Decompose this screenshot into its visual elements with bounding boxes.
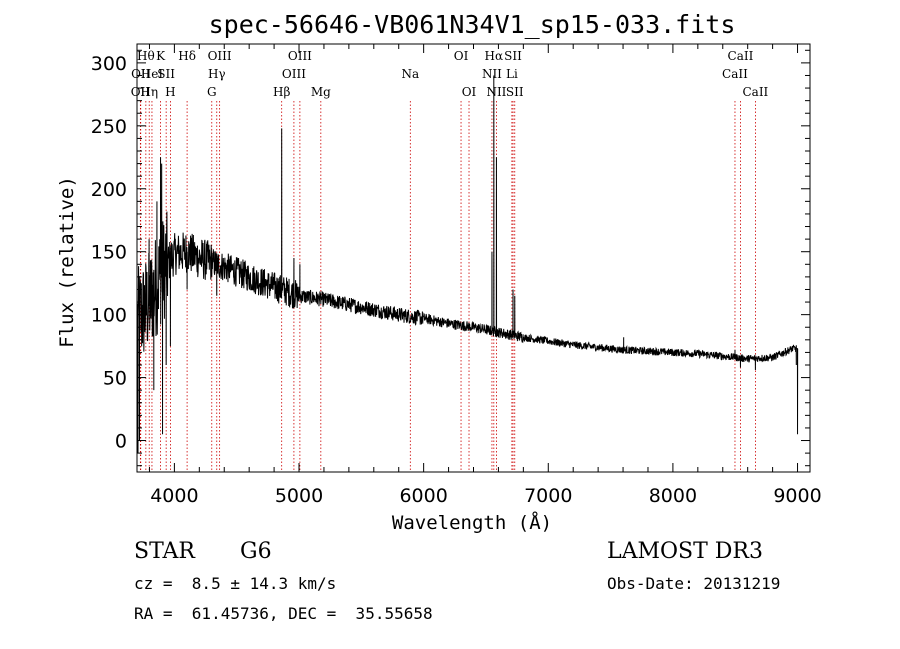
line-marker-label: Hβ <box>273 85 290 99</box>
y-axis-label: Flux (relative) <box>56 176 78 348</box>
coordinates-readout: RA = 61.45736, DEC = 35.55658 <box>134 604 433 623</box>
x-tick-label: 4000 <box>150 485 198 507</box>
x-axis-label: Wavelength (Å) <box>392 511 552 534</box>
y-tick-label: 150 <box>91 242 127 264</box>
line-marker-label: OI <box>454 49 469 63</box>
line-marker-label: OIII <box>288 49 312 63</box>
y-tick-label: 200 <box>91 179 127 201</box>
line-marker-label: OI <box>462 85 477 99</box>
y-tick-label: 50 <box>103 368 127 390</box>
x-tick-label: 9000 <box>773 485 821 507</box>
line-marker-label: SII <box>506 85 524 99</box>
y-tick-label: 0 <box>115 431 127 453</box>
x-axis-ticks: 4000 5000 6000 7000 8000 9000 <box>148 44 822 507</box>
x-tick-label: 6000 <box>399 485 447 507</box>
line-marker-label: OII <box>131 85 151 99</box>
object-class: STAR <box>134 539 195 564</box>
line-marker-label: HeI <box>141 67 164 81</box>
line-marker-label: K <box>156 49 166 63</box>
line-marker-label: Hγ <box>208 67 226 81</box>
y-tick-label: 250 <box>91 116 127 138</box>
x-tick-label: 7000 <box>524 485 572 507</box>
y-tick-label: 100 <box>91 305 127 327</box>
spectrum-line <box>137 75 799 454</box>
line-marker-label: CaII <box>742 85 768 99</box>
x-tick-label: 5000 <box>275 485 323 507</box>
line-marker-label: OIII <box>282 67 306 81</box>
x-tick-label: 8000 <box>649 485 697 507</box>
line-marker-label: Li <box>506 67 518 81</box>
line-marker-label: CaII <box>728 49 754 63</box>
line-marker-label: Hθ <box>137 49 155 63</box>
line-marker-label: SII <box>157 67 175 81</box>
line-marker-label: NII <box>486 85 506 99</box>
y-axis-ticks: 0 50 100 150 200 250 300 <box>91 49 810 467</box>
line-marker-label: H <box>165 85 175 99</box>
line-marker-label: Mg <box>311 85 331 99</box>
line-marker-label: Na <box>401 67 419 81</box>
y-tick-label: 300 <box>91 53 127 75</box>
object-subclass: G6 <box>240 539 272 564</box>
line-marker-label: G <box>207 85 217 99</box>
line-marker-label: NII <box>482 67 502 81</box>
line-marker-label: CaII <box>722 67 748 81</box>
line-marker-label: Hη <box>140 85 158 99</box>
plot-frame <box>136 43 811 473</box>
line-marker-label: Hδ <box>178 49 196 63</box>
line-marker-label: OII <box>131 67 151 81</box>
survey-name: LAMOST DR3 <box>607 539 763 564</box>
line-marker-label: SII <box>504 49 522 63</box>
emission-line-markers <box>139 101 756 472</box>
line-marker-label: OIII <box>208 49 232 63</box>
line-marker-label: Hα <box>485 49 504 63</box>
emission-line-labels: OII OII Hθ Hη HeI K SII H Hδ G Hγ OIII Hβ OIII OIII Mg N… <box>131 49 769 99</box>
redshift-readout: cz = 8.5 ± 14.3 km/s <box>134 574 337 593</box>
observation-date: Obs-Date: 20131219 <box>607 574 781 593</box>
chart-title: spec-56646-VB061N34V1_sp15-033.fits <box>209 10 736 39</box>
